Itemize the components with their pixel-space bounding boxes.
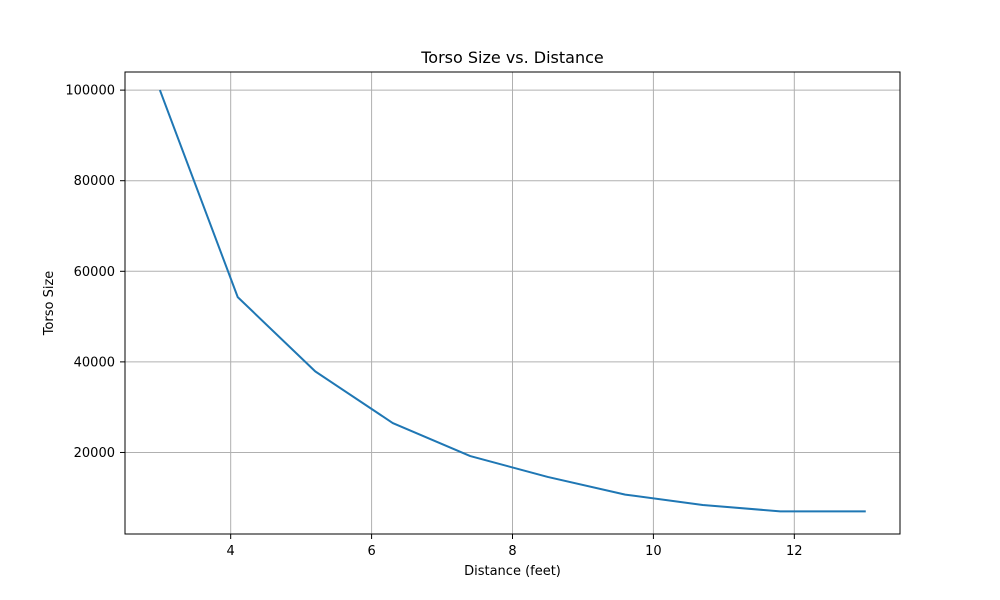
series-layer — [158, 89, 866, 513]
x-tick-label: 6 — [367, 544, 375, 559]
series-line — [158, 89, 866, 513]
y-tick-label: 40000 — [74, 355, 115, 370]
x-axis-label: Distance (feet) — [464, 564, 561, 579]
y-tick-label: 100000 — [65, 84, 115, 99]
x-tick-label: 4 — [227, 544, 235, 559]
y-axis-label: Torso Size — [42, 271, 57, 337]
y-tick-label: 60000 — [74, 265, 115, 280]
y-tick-label: 20000 — [74, 446, 115, 461]
x-tick-label: 12 — [786, 544, 803, 559]
y-tick-label: 80000 — [74, 174, 115, 189]
chart-title: Torso Size vs. Distance — [420, 48, 604, 67]
grid-layer — [125, 72, 900, 534]
x-tick-label: 8 — [508, 544, 516, 559]
x-tick-label: 10 — [645, 544, 662, 559]
tick-layer: 4 6 8 10 12 20000 40000 60000 80000 100000 — [65, 84, 802, 559]
